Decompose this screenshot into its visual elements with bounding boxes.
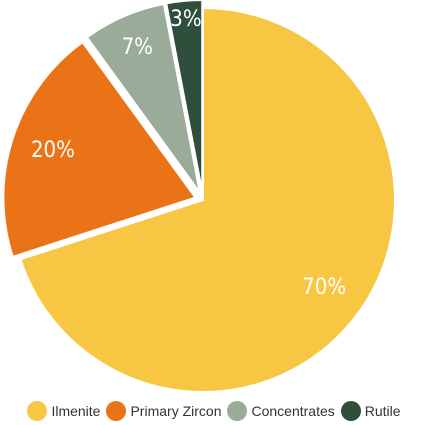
legend-label: Rutile	[364, 403, 401, 419]
pie-slice	[2, 40, 198, 259]
legend-swatch	[27, 401, 48, 421]
data-label: 20%	[31, 138, 75, 163]
legend-swatch	[106, 401, 127, 421]
legend-item: Primary Zircon	[106, 401, 221, 421]
pie-slice	[19, 6, 396, 393]
pie-slice	[85, 2, 201, 194]
legend-item: Concentrates	[227, 401, 335, 421]
legend: Ilmenite Primary Zircon Concentrates Rutile	[0, 401, 428, 421]
pie: 70% 20% 7% 3%	[2, 0, 396, 393]
legend-label: Ilmenite	[51, 403, 101, 419]
pie-slice	[165, 0, 204, 193]
data-label: 7%	[122, 35, 153, 60]
legend-swatch	[227, 401, 248, 421]
data-label: 70%	[302, 275, 346, 300]
legend-item: Ilmenite	[27, 401, 100, 421]
legend-label: Concentrates	[251, 403, 335, 419]
legend-label: Primary Zircon	[130, 403, 222, 419]
legend-swatch	[340, 401, 361, 421]
legend-item: Rutile	[340, 401, 401, 421]
data-label: 3%	[170, 7, 201, 32]
